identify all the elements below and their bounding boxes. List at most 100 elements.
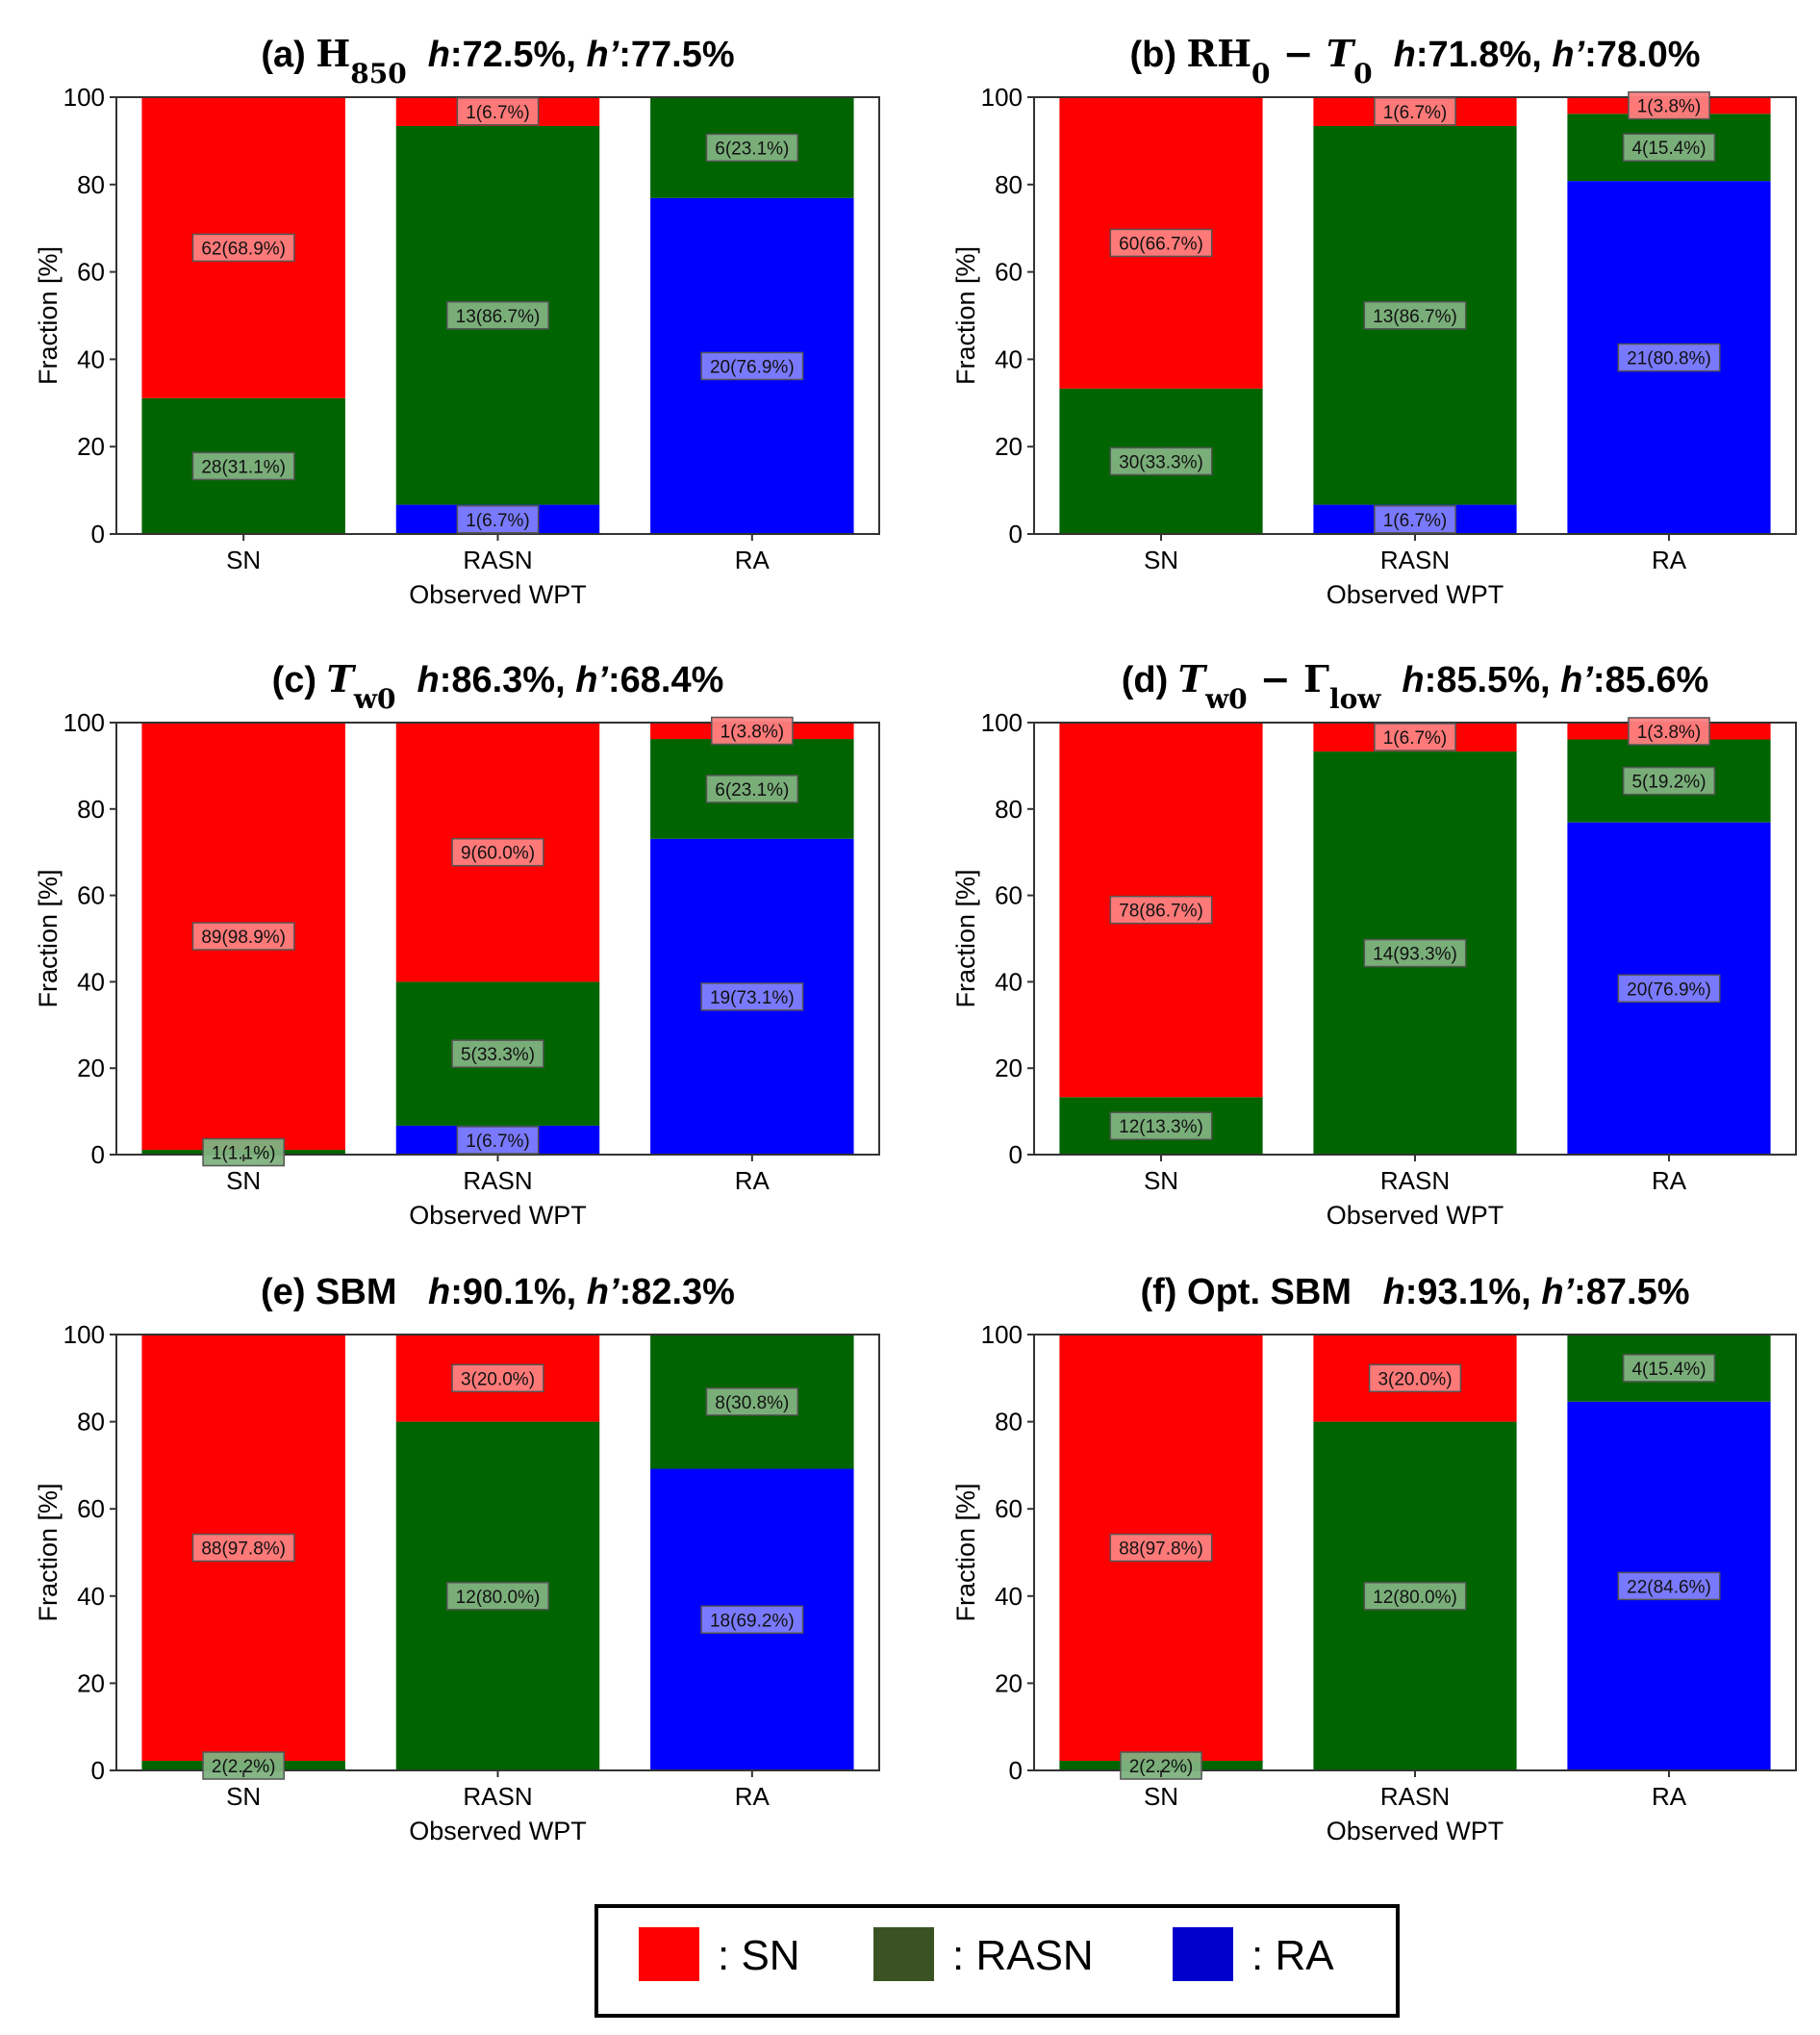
y-tick-label: 100: [63, 708, 105, 737]
data-label-box: [705, 775, 798, 803]
data-label-box: [456, 1126, 540, 1155]
data-label-box: [1368, 1363, 1462, 1393]
data-label-box: [451, 1039, 544, 1068]
y-tick-label: 60: [77, 881, 105, 910]
x-tick-label: RASN: [1380, 1166, 1450, 1195]
data-label-box: [1363, 1582, 1467, 1611]
data-label: 62(68.9%): [201, 239, 286, 259]
y-tick-label: 40: [995, 1582, 1023, 1611]
y-tick-label: 0: [91, 1140, 105, 1169]
y-tick-label: 80: [77, 795, 105, 824]
subplot-title: (c) Tw0 h:86.3%, h’:68.4%: [272, 657, 724, 715]
y-tick-label: 20: [995, 1668, 1023, 1697]
x-tick-label: RA: [735, 1782, 771, 1811]
data-label-box: [191, 922, 295, 951]
x-axis-label: Observed WPT: [1327, 1201, 1504, 1230]
y-tick-label: 100: [981, 83, 1023, 112]
y-tick-label: 0: [1009, 1756, 1023, 1785]
y-tick-label: 80: [995, 795, 1023, 824]
y-axis-label: Fraction [%]: [951, 246, 980, 385]
x-tick-label: RA: [735, 546, 771, 574]
data-label: 6(23.1%): [715, 780, 789, 801]
subplot-5: 2(2.2%) 88(97.8%) 12(80.0%) 3(20.0%) 22(84.6…: [951, 1272, 1797, 1845]
y-tick-label: 0: [91, 520, 105, 548]
data-label-box: [446, 1582, 549, 1611]
data-label-box: [1363, 301, 1467, 330]
x-tick-label: SN: [1144, 1166, 1178, 1195]
x-axis-label: Observed WPT: [1327, 580, 1504, 609]
data-label-box: [710, 716, 794, 746]
x-tick-label: SN: [1144, 546, 1178, 574]
data-label: 14(93.3%): [1373, 945, 1457, 965]
data-label-box: [446, 301, 549, 330]
x-tick-label: RA: [1652, 546, 1687, 574]
y-axis-label: Fraction [%]: [951, 1483, 980, 1621]
x-tick-label: RASN: [1380, 1782, 1450, 1811]
data-label: 1(6.7%): [466, 1132, 530, 1152]
y-tick-label: 20: [995, 432, 1023, 461]
data-label-box: [1628, 717, 1710, 746]
y-axis-label: Fraction [%]: [34, 246, 63, 385]
x-tick-label: RASN: [1380, 546, 1450, 574]
data-label: 9(60.0%): [461, 844, 535, 864]
y-tick-label: 100: [63, 1320, 105, 1349]
data-label: 1(6.7%): [466, 103, 530, 123]
legend-label: : RA: [1251, 1932, 1334, 1979]
subplot-title: (d) Tw0 − Γlow h:85.5%, h’:85.6%: [1122, 657, 1709, 715]
x-tick-label: RASN: [463, 1166, 532, 1195]
subplot-title: (f) Opt. SBM h:93.1%, h’:87.5%: [1141, 1272, 1690, 1312]
data-label: 6(23.1%): [715, 139, 789, 159]
y-tick-label: 20: [995, 1054, 1023, 1082]
data-label: 1(3.8%): [1637, 97, 1702, 117]
data-label-box: [700, 982, 804, 1011]
y-axis-label: Fraction [%]: [951, 869, 980, 1007]
data-label-box: [1628, 90, 1710, 120]
x-tick-label: SN: [1144, 1782, 1178, 1811]
data-label-box: [191, 1533, 295, 1563]
data-label: 12(13.3%): [1119, 1117, 1203, 1137]
data-label-box: [1617, 1571, 1721, 1601]
data-label: 20(76.9%): [710, 357, 795, 377]
data-label-box: [700, 351, 804, 381]
x-tick-label: SN: [226, 1782, 261, 1811]
data-label-box: [191, 233, 295, 263]
subplot-2: 1(1.1%) 89(98.9%) 1(6.7%) 5(33.3%) 9(60.0%) 1…: [34, 657, 880, 1230]
data-label-box: [451, 837, 544, 867]
y-tick-label: 40: [77, 1582, 105, 1611]
y-tick-label: 80: [77, 170, 105, 199]
x-axis-label: Observed WPT: [409, 1201, 587, 1230]
data-label: 20(76.9%): [1627, 979, 1711, 1000]
y-tick-label: 0: [1009, 520, 1023, 548]
subplot-title: (e) SBM h:90.1%, h’:82.3%: [261, 1272, 735, 1312]
y-tick-label: 40: [995, 344, 1023, 373]
data-label-box: [1622, 1354, 1716, 1383]
y-tick-label: 80: [995, 1408, 1023, 1437]
x-axis-label: Observed WPT: [409, 580, 587, 609]
legend: : SN: RASN: RA: [594, 1904, 1400, 2018]
x-tick-label: RASN: [463, 546, 532, 574]
data-label: 89(98.9%): [201, 928, 286, 948]
data-label: 21(80.8%): [1627, 349, 1711, 369]
y-tick-label: 40: [77, 344, 105, 373]
data-label-box: [1374, 97, 1456, 126]
data-label: 1(3.8%): [720, 723, 785, 743]
y-tick-label: 0: [1009, 1140, 1023, 1169]
y-tick-label: 100: [981, 708, 1023, 737]
y-axis-label: Fraction [%]: [34, 869, 63, 1007]
data-label-box: [1109, 1533, 1213, 1563]
subplot-0: 28(31.1%) 62(68.9%) 1(6.7%) 13(86.7%) 1(6.7%…: [34, 32, 880, 609]
legend-swatch-RA: [1173, 1927, 1233, 1981]
data-label: 1(3.8%): [1637, 723, 1702, 743]
legend-swatch-SN: [639, 1927, 699, 1981]
data-label-box: [1622, 133, 1716, 162]
data-label-box: [456, 97, 540, 126]
data-label: 78(86.7%): [1119, 902, 1203, 922]
y-tick-label: 40: [995, 967, 1023, 996]
subplot-4: 2(2.2%) 88(97.8%) 12(80.0%) 3(20.0%) 18(69.2…: [34, 1272, 880, 1845]
y-tick-label: 60: [77, 258, 105, 287]
data-label: 8(30.8%): [715, 1393, 789, 1413]
data-label: 2(2.2%): [1129, 1757, 1194, 1777]
data-label: 12(80.0%): [456, 1588, 541, 1608]
data-label: 3(20.0%): [1378, 1369, 1452, 1389]
subplot-title: (a) H850 h:72.5%, h’:77.5%: [261, 32, 734, 89]
